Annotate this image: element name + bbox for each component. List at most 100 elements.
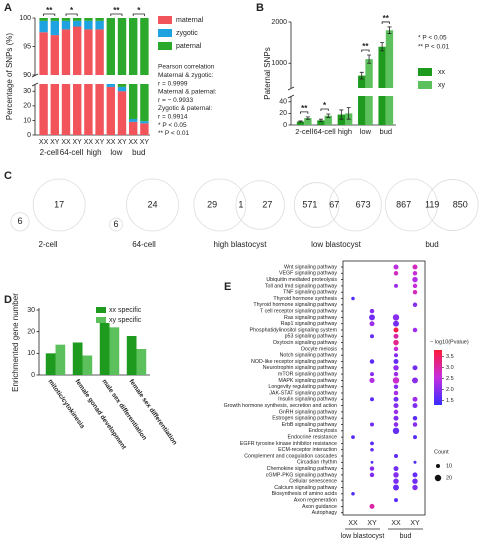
error-bar (359, 71, 364, 80)
dot (369, 314, 375, 321)
panel-label: B (256, 2, 264, 14)
colorbar-tick-label: 1.5 (446, 398, 454, 404)
dot (393, 422, 399, 427)
bar-segment (129, 118, 138, 122)
bar (385, 30, 394, 125)
bar-segment (39, 18, 48, 21)
dot (370, 447, 374, 452)
venn-circle (426, 179, 479, 231)
significance-bracket (361, 49, 370, 52)
dot (351, 435, 355, 439)
dot (370, 372, 374, 377)
row-label: Longevity regulating pathway (268, 384, 337, 390)
significance-bracket (65, 13, 78, 16)
bar (304, 118, 312, 125)
x-tick-label: XX (61, 139, 71, 146)
dot (369, 503, 375, 509)
dot (393, 320, 399, 327)
colorbar-tick-label: 2.5 (446, 376, 454, 382)
dot (392, 377, 400, 384)
venn-label: high blastocyst (214, 240, 268, 249)
venn-count: 17 (54, 199, 64, 209)
row-label: Estrogen signaling pathway (272, 416, 337, 422)
venn-count: 850 (453, 199, 468, 209)
row-label: Axon regeneration (294, 498, 337, 504)
dot (393, 409, 399, 415)
venn-circle (328, 178, 382, 232)
x-tick-label: XX (129, 139, 139, 146)
legend-swatch (158, 16, 172, 24)
annotation: ** P < 0.01 (418, 44, 450, 51)
venn-count: 867 (396, 199, 411, 209)
dot (413, 435, 417, 440)
bar (358, 75, 366, 125)
venn-count: 27 (262, 199, 272, 209)
x-tick-label: XX (39, 139, 49, 146)
legend-label: xy specific (109, 317, 142, 324)
dot (369, 308, 375, 314)
legend-label: paternal (176, 43, 202, 50)
error-bar (339, 109, 344, 120)
dot (393, 346, 399, 352)
dot (412, 415, 418, 421)
venn-circle (126, 178, 179, 232)
size-legend-dot (436, 464, 440, 468)
y-tick-label: 100 (19, 15, 31, 22)
error-bar (326, 113, 331, 118)
error-bar (346, 107, 351, 120)
panel-label: A (4, 2, 12, 14)
y-tick-label: 30 (23, 88, 31, 95)
group-label: 2-cell (40, 148, 59, 157)
y-tick-label: 30 (27, 307, 35, 314)
row-label: Autophagy (312, 510, 338, 516)
dot (369, 321, 375, 327)
annotation: * P < 0.05 (158, 122, 187, 129)
row-label: Growth hormone synthesis, secretion and … (224, 403, 337, 409)
dot (394, 498, 398, 503)
y-tick-label: 0 (31, 372, 35, 379)
venn-label: 2-cell (38, 240, 57, 249)
x-tick-label: female sex differentiation (127, 378, 178, 446)
annotation: r = 0.9999 (158, 80, 188, 87)
bar-segment (106, 86, 115, 135)
legend-swatch (96, 317, 106, 323)
row-label: VEGF signaling pathway (279, 271, 337, 277)
dot (393, 390, 399, 396)
annotation: r = 0.9914 (158, 114, 188, 121)
dot (412, 264, 418, 270)
annotation: r = − 0.9933 (158, 97, 193, 104)
bar (109, 327, 120, 375)
error-bar (387, 26, 392, 34)
x-tick-label: female gonad development (73, 378, 127, 451)
error-bar (305, 116, 310, 120)
x-tick-label: high (338, 127, 352, 136)
error-bar (380, 42, 385, 52)
bar (365, 59, 373, 125)
dot (369, 466, 375, 471)
venn-circle (10, 212, 30, 232)
y-axis-label: Enrichmented gene number (11, 293, 20, 392)
venn-circle (193, 178, 247, 232)
x-tick-label: bud (380, 127, 393, 136)
dot (412, 365, 418, 371)
dot (393, 478, 399, 484)
venn-count: 24 (147, 199, 157, 209)
venn-label: low blastocyst (311, 240, 362, 249)
legend-label: zygotic (176, 30, 198, 37)
dot (394, 283, 398, 288)
row-label: Complement and coagulation cascades (244, 453, 337, 459)
legend-swatch (158, 42, 172, 50)
bar-segment (140, 121, 149, 124)
bar (126, 336, 137, 375)
venn-label: bud (425, 240, 438, 249)
dot (351, 296, 355, 301)
legend-label: xy (438, 82, 446, 89)
bar-segment (50, 18, 59, 21)
dot (412, 271, 418, 276)
dot (412, 478, 418, 484)
row-label: Neurotrophin signaling pathway (263, 365, 338, 371)
row-label: Thyroid hormone synthesis (273, 296, 337, 302)
dot (392, 427, 400, 434)
